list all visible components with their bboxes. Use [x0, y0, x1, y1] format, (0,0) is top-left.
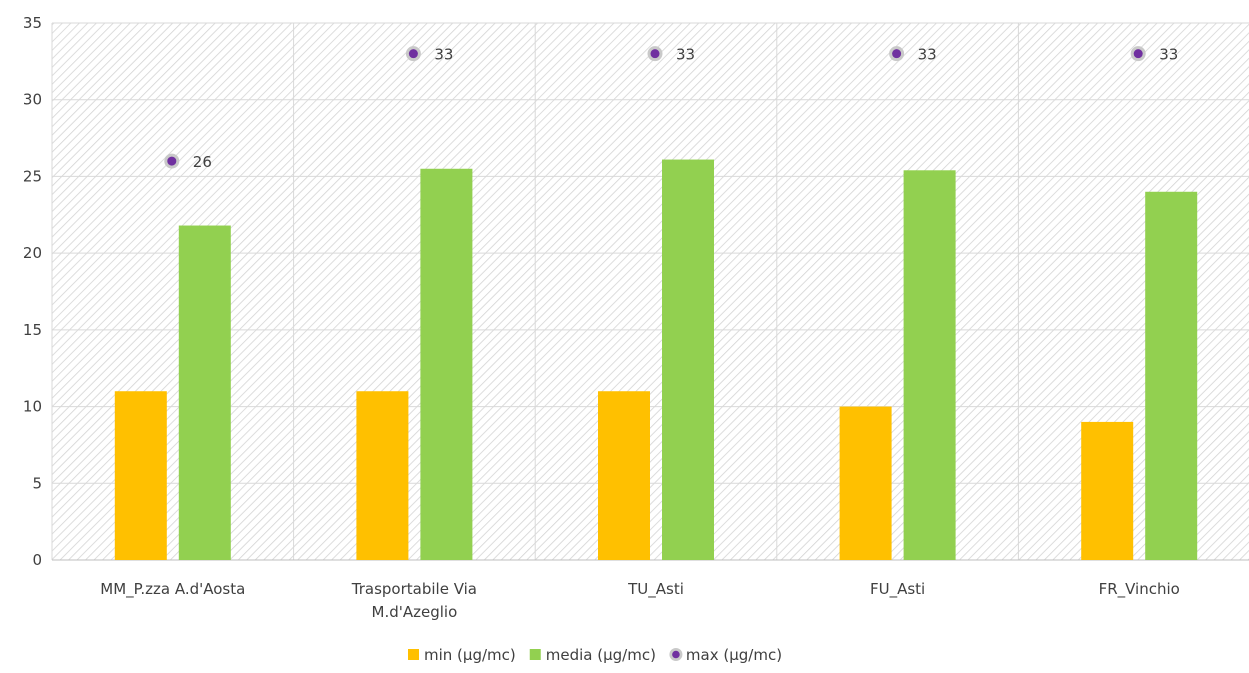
- max-data-label: 33: [676, 46, 695, 64]
- legend-swatch-max: [672, 650, 680, 659]
- legend-swatch-media: [529, 649, 541, 660]
- bar-min: [1081, 421, 1134, 560]
- bar-media: [1145, 191, 1198, 560]
- x-tick-label: Trasportabile Via: [351, 580, 477, 598]
- bar-min: [598, 391, 650, 560]
- bar-media: [662, 159, 714, 560]
- legend-swatch-min: [408, 649, 419, 660]
- y-tick-label: 0: [32, 551, 42, 569]
- max-data-label: 33: [1159, 46, 1178, 64]
- max-data-label: 26: [193, 153, 212, 171]
- bar-min: [356, 391, 409, 560]
- y-tick-label: 25: [23, 167, 42, 185]
- x-tick-label: M.d'Azeglio: [372, 603, 458, 621]
- x-tick-label: FR_Vinchio: [1099, 580, 1180, 599]
- x-tick-label: FU_Asti: [870, 580, 925, 599]
- y-tick-label: 10: [23, 398, 42, 416]
- max-marker: [408, 49, 418, 59]
- bar-min: [114, 391, 167, 560]
- x-tick-label: TU_Asti: [627, 580, 684, 599]
- y-tick-label: 15: [23, 321, 42, 339]
- y-tick-label: 20: [23, 244, 42, 262]
- y-tick-label: 5: [32, 474, 42, 492]
- bar-media: [420, 168, 473, 560]
- max-marker: [892, 49, 902, 59]
- bar-media: [178, 225, 231, 561]
- y-tick-label: 35: [23, 14, 42, 32]
- max-marker: [650, 49, 660, 59]
- legend-label: min (µg/mc): [424, 646, 516, 664]
- bar-media: [903, 170, 956, 560]
- max-data-label: 33: [434, 46, 453, 64]
- max-marker: [1133, 49, 1143, 59]
- legend-label: max (µg/mc): [686, 646, 782, 664]
- plot-area: [52, 23, 1249, 560]
- y-tick-label: 30: [23, 91, 42, 109]
- x-tick-label: MM_P.zza A.d'Aosta: [100, 580, 245, 599]
- legend-label: media (µg/mc): [546, 646, 656, 664]
- max-marker: [167, 156, 177, 166]
- bar-min: [839, 406, 892, 560]
- max-data-label: 33: [918, 46, 937, 64]
